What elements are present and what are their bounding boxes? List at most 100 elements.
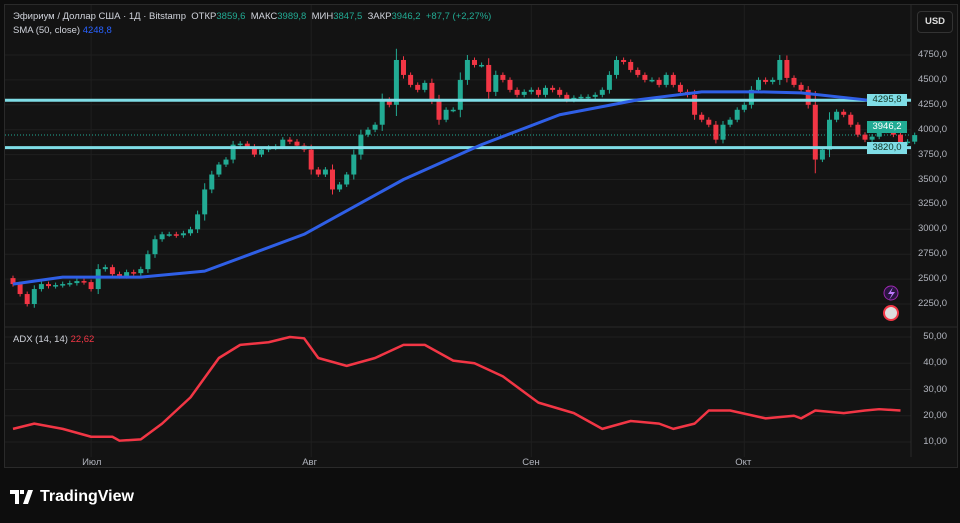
candle-body — [195, 214, 201, 230]
sma-legend[interactable]: SMA (50, close) 4248,8 — [13, 25, 112, 36]
candle-body — [557, 89, 563, 95]
candle-body — [124, 272, 130, 277]
candle-body — [841, 111, 847, 115]
candle-body — [102, 267, 108, 270]
date-label: Июл — [82, 457, 102, 468]
candle-body — [734, 109, 740, 120]
candle-body — [67, 283, 73, 285]
candle-body — [656, 79, 662, 85]
candle-body — [535, 89, 541, 95]
candle-body — [621, 59, 627, 62]
candle-body — [17, 284, 23, 295]
chart-area[interactable]: Эфириум / Доллар США · 1Д · Bitstamp ОТК… — [4, 4, 958, 468]
candle-body — [152, 239, 158, 255]
candle-body — [741, 104, 747, 110]
candle-body — [46, 284, 51, 287]
chart-canvas[interactable] — [5, 5, 957, 467]
adx-label: ADX (14, 14) — [13, 334, 68, 345]
candle-body — [209, 174, 215, 190]
candle-body — [898, 134, 903, 143]
candle-body — [543, 87, 548, 95]
price-tick: 3750,0 — [917, 148, 947, 160]
candle-body — [791, 77, 797, 85]
candle-body — [188, 229, 193, 234]
candle-body — [159, 234, 165, 240]
candle-body — [798, 84, 804, 90]
candle-body — [912, 135, 918, 142]
candle-body — [81, 281, 87, 283]
candle-body — [550, 87, 556, 90]
candle-body — [500, 74, 506, 80]
candle-body — [521, 91, 527, 95]
candle-body — [649, 79, 655, 82]
candle-body — [38, 284, 44, 290]
candle-body — [372, 124, 378, 130]
candle-body — [628, 61, 634, 70]
candle-body — [720, 124, 726, 140]
candle-body — [408, 74, 414, 85]
candle-body — [493, 74, 499, 92]
price-tick: 2250,0 — [917, 298, 947, 309]
candle-body — [564, 94, 570, 100]
candle-body — [401, 59, 406, 75]
candle-body — [429, 82, 435, 100]
candle-body — [344, 174, 350, 185]
tradingview-logo-icon — [10, 490, 33, 504]
price-tick: 4500,0 — [917, 73, 947, 85]
symbol-legend: Эфириум / Доллар США · 1Д · Bitstamp ОТК… — [13, 11, 491, 22]
tradingview-logo[interactable]: TradingView — [10, 488, 134, 506]
candle-body — [812, 104, 818, 160]
candle-body — [606, 74, 612, 90]
candle-body — [74, 281, 80, 284]
candle-body — [422, 82, 428, 90]
candle-body — [88, 282, 94, 290]
price-tick: 3000,0 — [917, 223, 947, 235]
candle-body — [131, 272, 137, 274]
sma-label: SMA (50, close) — [13, 25, 81, 36]
brand-name: TradingView — [40, 488, 134, 505]
candle-body — [95, 269, 101, 290]
candle-body — [855, 124, 861, 135]
candle-body — [287, 139, 293, 142]
candle-body — [472, 59, 477, 65]
price-tick: 4250,0 — [917, 98, 947, 110]
candle-body — [677, 84, 683, 92]
lightning-icon-glyph — [888, 287, 895, 300]
candle-body — [379, 99, 385, 125]
candle-body — [24, 294, 30, 304]
level-price-label: 3820,0 — [867, 141, 907, 154]
candle-body — [706, 119, 712, 125]
candle-body — [862, 134, 868, 140]
candle-body — [592, 94, 598, 97]
symbol-title[interactable]: Эфириум / Доллар США · 1Д · Bitstamp — [13, 11, 187, 22]
candle-body — [770, 79, 776, 82]
candle-body — [834, 111, 840, 120]
last-price-label: 3946,2 — [867, 121, 907, 134]
price-tick: 4000,0 — [917, 123, 947, 135]
adx-legend[interactable]: ADX (14, 14) 22,62 — [13, 334, 94, 345]
candle-body — [365, 129, 371, 135]
candle-body — [202, 189, 208, 215]
candle-body — [351, 154, 357, 175]
high-value: 3989,8 — [277, 11, 307, 22]
candle-body — [784, 59, 790, 78]
sma-value: 4248,8 — [82, 25, 112, 36]
adx-tick: 30,00 — [923, 383, 947, 395]
candle-body — [294, 141, 300, 146]
currency-button[interactable]: USD — [917, 11, 953, 33]
candle-body — [457, 79, 463, 110]
candle-body — [777, 59, 783, 80]
adx-tick: 40,00 — [923, 357, 947, 369]
candle-body — [514, 89, 520, 95]
candle-body — [393, 59, 399, 105]
candle-body — [60, 284, 66, 286]
candle-body — [10, 278, 16, 285]
candle-body — [337, 184, 343, 190]
price-tick: 3500,0 — [917, 173, 947, 185]
candle-body — [322, 169, 328, 175]
candle-body — [869, 136, 875, 140]
open-label: ОТКР — [191, 11, 217, 22]
candle-body — [251, 146, 257, 155]
change-value: +87,7 (+2,27%) — [425, 11, 492, 22]
